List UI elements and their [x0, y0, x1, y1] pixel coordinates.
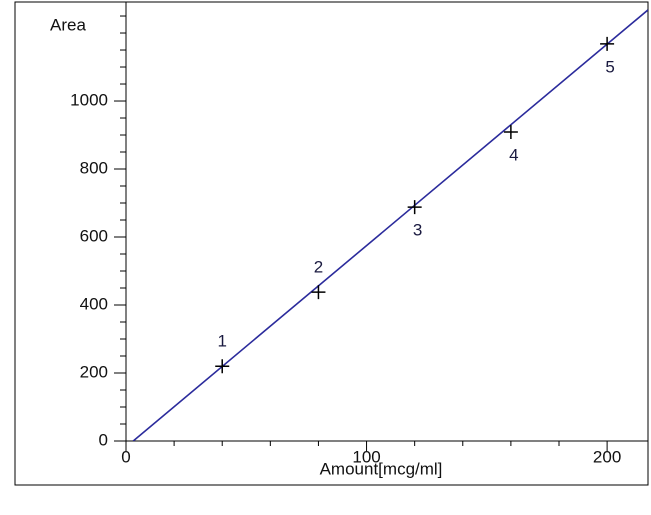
x-tick-label: 100: [352, 447, 380, 466]
point-label: 1: [217, 332, 226, 351]
y-tick-label: 0: [99, 430, 108, 449]
y-axis-title: Area: [50, 15, 86, 34]
y-tick-label: 600: [80, 226, 108, 245]
point-label: 2: [314, 258, 323, 277]
x-tick-label: 200: [593, 447, 621, 466]
fit-line: [132, 9, 648, 441]
y-tick-label: 800: [80, 158, 108, 177]
point-label: 4: [509, 145, 518, 164]
frame: [14, 1, 649, 486]
x-axis-title: Amount[mcg/ml]: [320, 459, 443, 478]
x-tick-label: 0: [121, 447, 130, 466]
data-point: [407, 200, 422, 215]
y-tick-label: 1000: [70, 91, 108, 110]
data-point: [215, 359, 230, 374]
plot-area: [132, 9, 648, 441]
y-tick-label: 200: [80, 362, 108, 381]
data-point: [503, 124, 518, 139]
point-label: 3: [413, 221, 422, 240]
point-label: 5: [605, 57, 614, 76]
y-tick-label: 400: [80, 294, 108, 313]
data-point: [600, 36, 615, 51]
data-point: [311, 285, 326, 300]
